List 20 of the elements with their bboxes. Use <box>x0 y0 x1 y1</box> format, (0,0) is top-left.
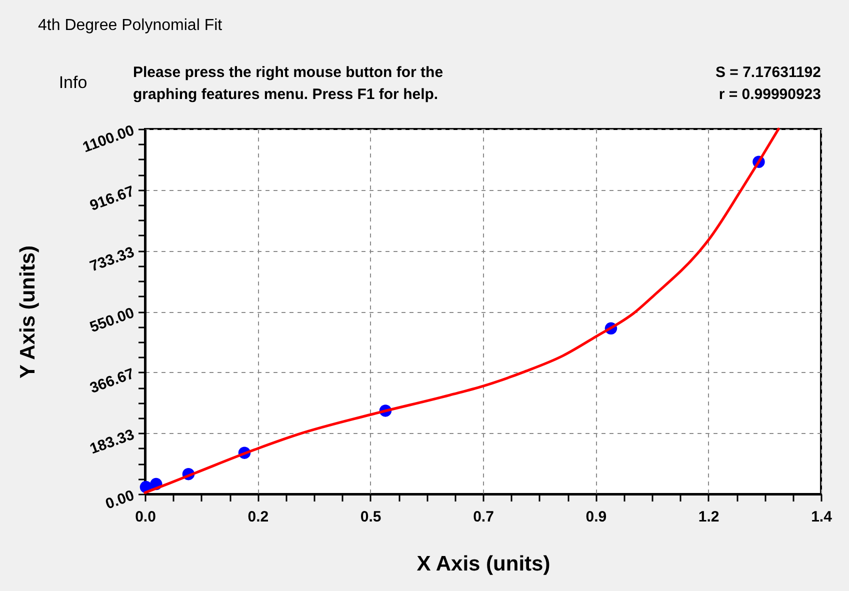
x-tick-label: 1.2 <box>698 508 720 526</box>
text: r = 0.99990923 <box>718 86 821 103</box>
y-tick-label: 550.00 <box>88 304 137 336</box>
x-tick-label: 0.0 <box>135 508 156 526</box>
text: Info <box>58 73 88 92</box>
y-axis-title: Y Axis (units) <box>16 245 40 379</box>
text: S = 7.17631192 <box>715 64 821 81</box>
x-axis-title: X Axis (units) <box>416 552 550 576</box>
y-tick-label: 733.33 <box>88 244 137 276</box>
x-tick-label: 0.2 <box>248 508 269 526</box>
x-tick-label: 1.4 <box>811 508 833 526</box>
y-tick-label: 366.67 <box>88 365 137 397</box>
y-tick-label: 916.67 <box>88 182 137 214</box>
chart-title: 4th Degree Polynomial Fit <box>38 17 223 34</box>
y-tick-label: 183.33 <box>88 426 137 458</box>
text: Please press the right mouse button for the graphing features menu. Press F1 for help. <box>133 64 444 103</box>
x-tick-label: 0.9 <box>586 508 607 526</box>
x-tick-label: 0.5 <box>360 508 382 526</box>
x-tick-label: 0.7 <box>473 508 494 526</box>
y-tick-label: 0.00 <box>103 486 137 513</box>
